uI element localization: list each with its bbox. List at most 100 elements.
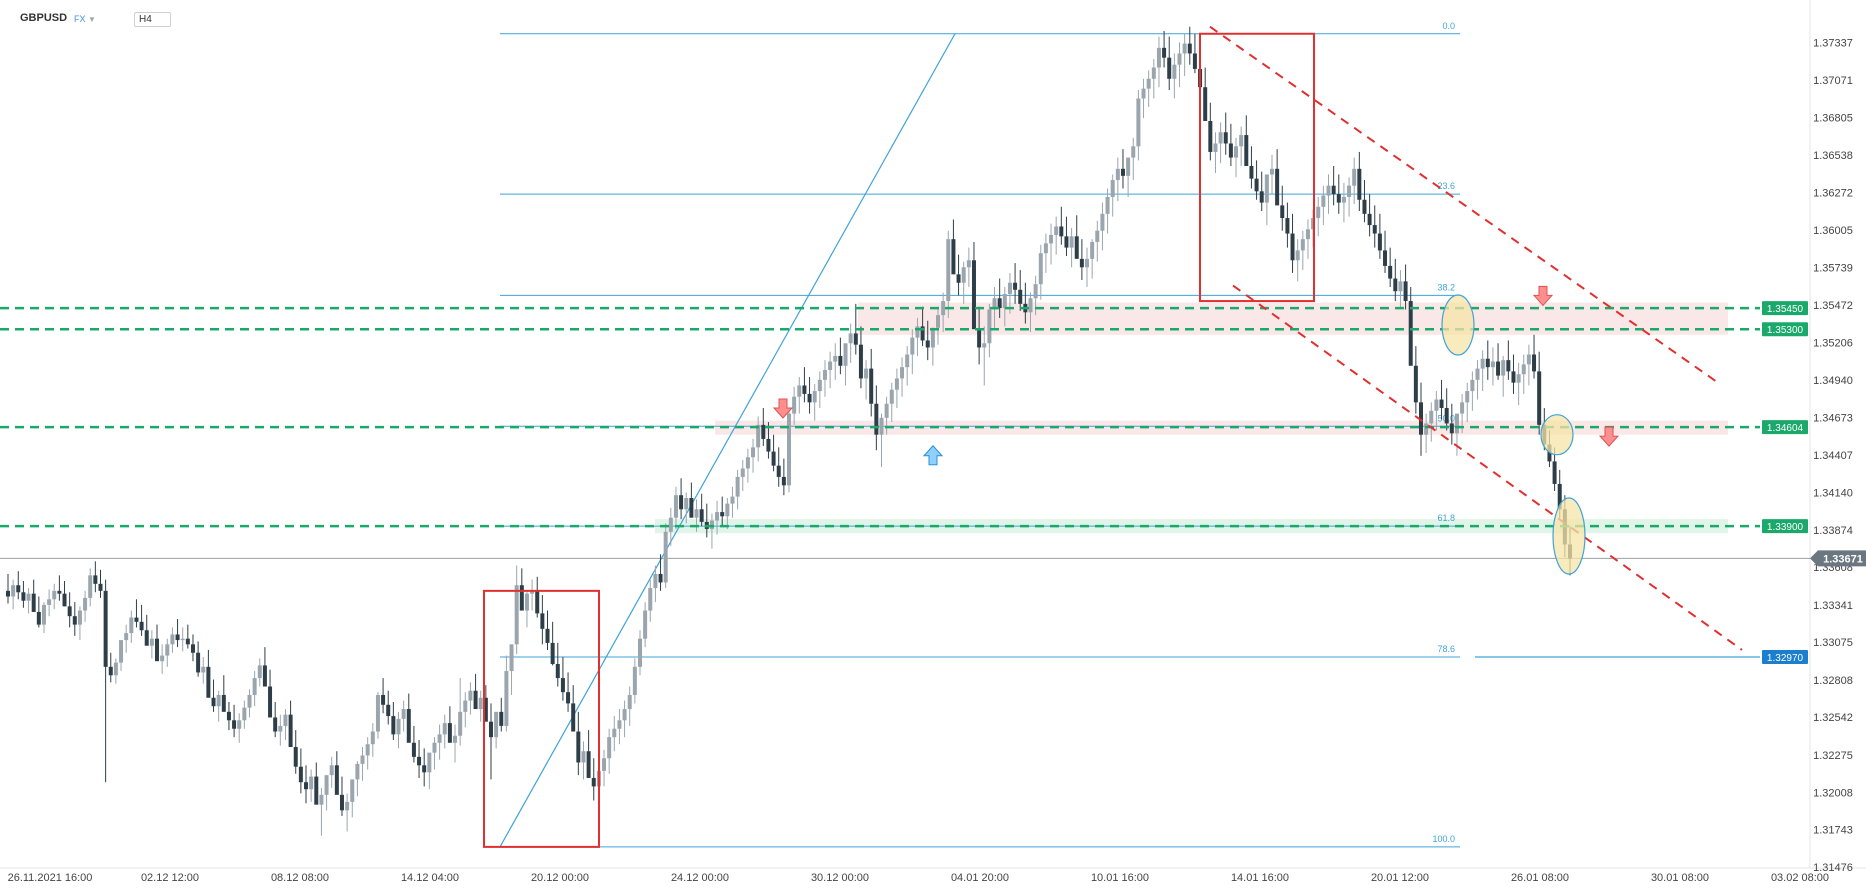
candle [1131,137,1136,181]
candle [1002,286,1007,327]
candle [1352,157,1357,204]
candle-body [936,315,941,328]
chart-grid [0,0,1866,869]
candle-body [1424,423,1429,435]
candle [93,561,98,593]
candle-body [190,644,195,653]
candle [483,685,488,722]
candle-body [422,765,427,773]
candle-body [1537,371,1542,425]
x-tick-label: 24.12 00:00 [671,872,729,884]
candle [997,278,1002,318]
candle [643,602,648,648]
candle-body [211,697,216,707]
market-label[interactable]: FX ▼ [74,14,96,24]
candle-body [1187,43,1192,54]
candle [262,647,267,687]
candle [1141,78,1146,119]
candle-body [1264,174,1269,203]
candle [1105,188,1110,234]
candle [1126,157,1131,197]
candle [1511,354,1516,394]
candle [1398,270,1403,309]
candle-body [1218,132,1223,144]
candle-body [447,723,452,743]
candle-body [453,735,458,743]
candle [1218,122,1223,164]
candle [355,761,360,797]
candle [1336,174,1341,214]
candle-body [113,662,118,676]
candle [982,326,987,386]
red-down-arrow-icon [1598,426,1620,447]
candle [971,241,976,330]
candle [175,618,180,648]
candle-body [1439,399,1444,408]
candle [1110,174,1115,217]
chevron-down-icon[interactable]: ▼ [88,15,96,24]
candle-body [709,520,714,529]
x-tick-label: 10.01 16:00 [1091,872,1149,884]
candle [1506,340,1511,380]
timeframe-select[interactable]: H4 [134,12,171,27]
candle [715,500,720,535]
candle [365,737,370,770]
candle [124,624,129,653]
candle-body [1352,168,1357,186]
candle-body [11,585,16,597]
candle-body [483,697,488,722]
candle-body [1285,218,1290,234]
y-tick-label: 1.31743 [1813,825,1853,837]
candle-body [221,694,226,712]
y-tick-label: 1.37071 [1813,75,1853,87]
y-tick-label: 1.36272 [1813,187,1853,199]
candle [951,219,956,275]
candle-body [822,369,827,380]
candle [386,690,391,725]
candle-body [1480,358,1485,369]
candle-body [1192,53,1197,69]
candle-body [160,655,165,662]
candle-body [339,794,344,811]
candle-body [756,424,761,448]
candle [1254,160,1259,200]
candle-body [1182,43,1187,54]
candle-body [1038,253,1043,285]
candle-body [1234,146,1239,158]
level-tag-text: 1.34604 [1767,423,1804,434]
candle-body [689,498,694,518]
candle-body [725,503,730,517]
candle [437,724,442,760]
candle [1120,149,1125,189]
candle [576,711,581,776]
candle [1059,206,1064,245]
y-tick-label: 1.36805 [1813,112,1853,124]
candle-body [273,717,278,732]
candle-body [129,617,134,634]
candle [787,407,791,493]
candle-body [699,509,704,522]
current-price-tag-text: 1.33671 [1823,553,1863,565]
candle [98,569,103,598]
candle-body [910,337,915,355]
candle [894,368,899,408]
candle-body [637,638,642,667]
candle-body [1383,250,1388,266]
candle [1069,227,1074,268]
candle [26,588,31,614]
candle-body [1244,135,1249,167]
candle-body [1295,250,1300,261]
symbol-label[interactable]: GBPUSD [20,12,68,24]
candle-body [83,597,88,611]
candle-body [864,368,869,379]
y-tick-label: 1.36005 [1813,225,1853,237]
candle [977,306,982,365]
candle-body [848,333,853,344]
candle-body [375,694,380,732]
candle-body [530,590,535,594]
candle [817,371,822,408]
candle-body [1028,298,1033,313]
candle-body [1043,243,1048,254]
